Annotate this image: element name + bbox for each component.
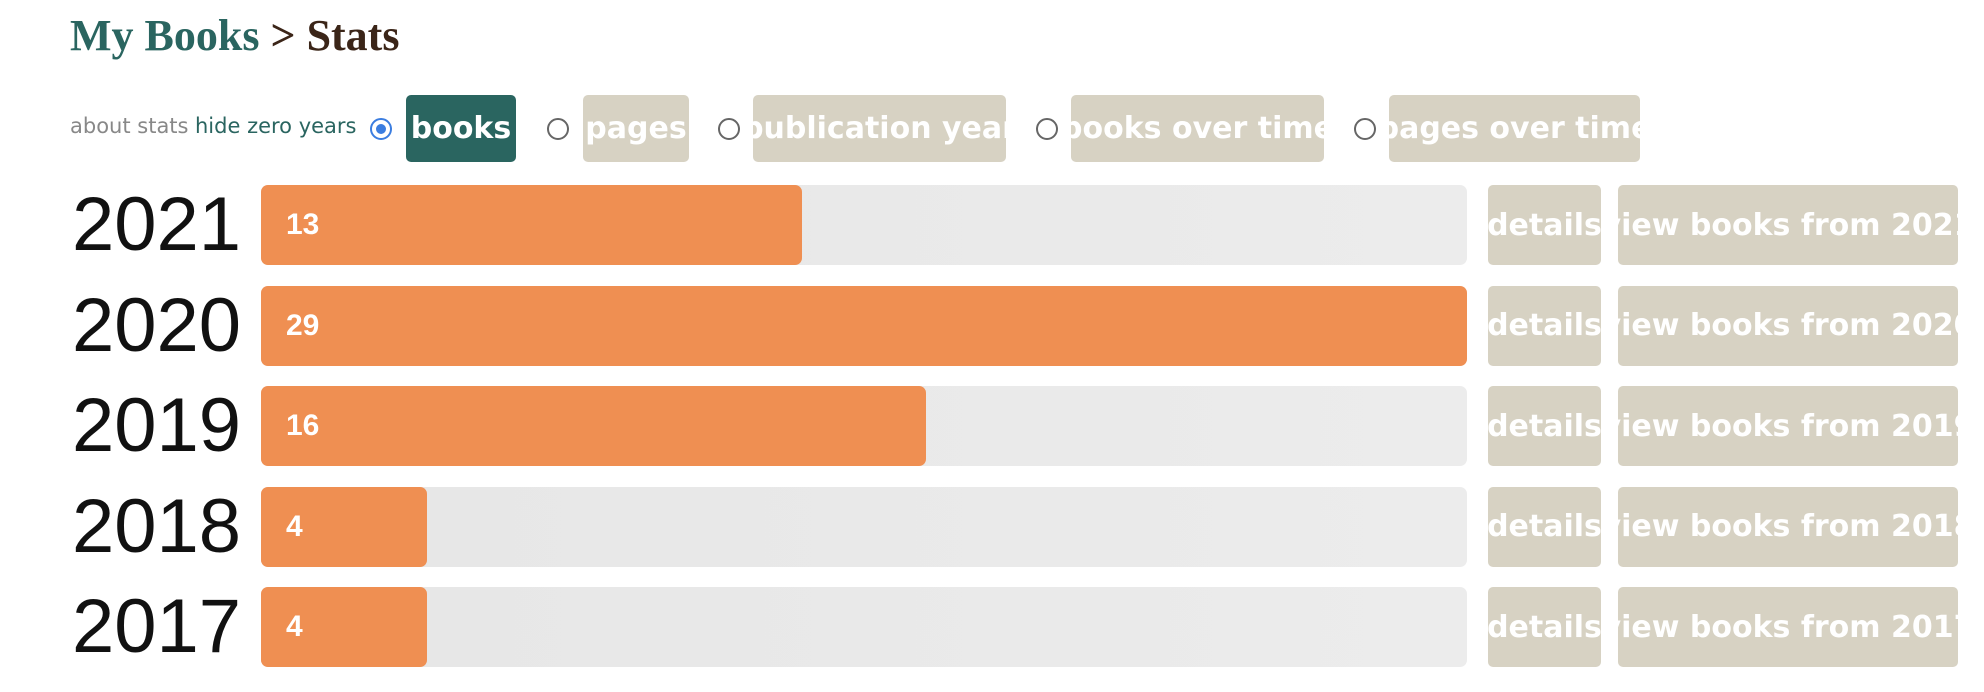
control-link[interactable]: about stats (70, 114, 189, 138)
radio-button[interactable] (547, 118, 569, 140)
details-button[interactable]: details (1487, 486, 1602, 567)
option-button[interactable]: publication year (742, 95, 1017, 162)
bar (261, 587, 428, 667)
view-button[interactable]: view books from 2019 (1602, 386, 1974, 466)
year-label: 2020 (72, 282, 242, 368)
breadcrumb-current: Stats (306, 11, 400, 60)
radio-button[interactable] (370, 118, 392, 140)
bar-value: 4 (286, 509, 303, 543)
bar (261, 386, 927, 466)
breadcrumb: My Books > Stats (70, 10, 399, 61)
breadcrumb-separator: > (270, 11, 296, 60)
bar-value: 13 (286, 208, 320, 241)
control-link[interactable]: hide zero years (195, 114, 357, 138)
bar-value: 29 (286, 308, 320, 342)
bar-track (261, 486, 1467, 567)
details-button[interactable]: details (1487, 386, 1602, 466)
bar (261, 285, 1467, 366)
view-button[interactable]: view books from 2021 (1602, 185, 1974, 265)
view-button[interactable]: view books from 2017 (1602, 587, 1974, 667)
radio-button[interactable] (1036, 118, 1058, 140)
year-label: 2017 (72, 584, 242, 669)
bar-track (261, 587, 1467, 667)
details-button[interactable]: details (1487, 587, 1602, 667)
breadcrumb-link[interactable]: My Books (70, 11, 260, 60)
radio-button[interactable] (718, 118, 740, 140)
option-button[interactable]: pages (583, 95, 689, 162)
bar-value: 4 (286, 610, 303, 643)
details-button[interactable]: details (1487, 285, 1602, 366)
bar (261, 486, 428, 567)
year-label: 2021 (72, 182, 242, 267)
option-button[interactable]: pages over time (1378, 95, 1651, 162)
radio-button[interactable] (1354, 118, 1376, 140)
details-button[interactable]: details (1487, 185, 1602, 265)
bar (261, 185, 802, 265)
year-label: 2019 (72, 383, 242, 468)
bar-value: 16 (286, 409, 320, 442)
option-button[interactable]: books (406, 95, 516, 162)
option-button[interactable]: books over time (1061, 95, 1334, 162)
view-button[interactable]: view books from 2018 (1602, 486, 1974, 567)
view-button[interactable]: view books from 2020 (1602, 285, 1974, 366)
year-label: 2018 (72, 483, 242, 569)
